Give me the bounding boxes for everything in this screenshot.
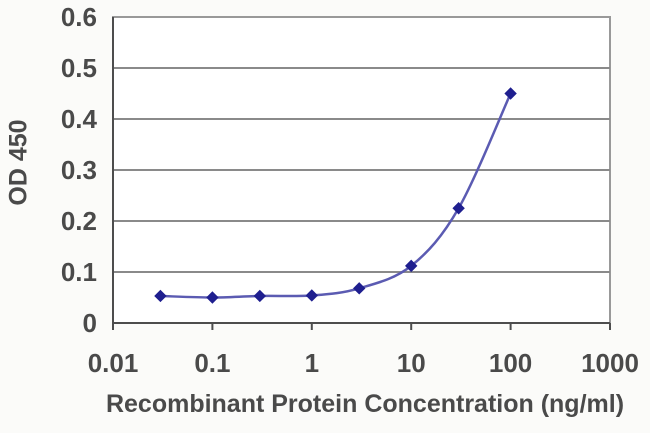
y-axis-label: OD 450 <box>4 119 33 206</box>
y-tick-label: 0.4 <box>61 104 98 134</box>
data-point-marker <box>353 282 366 295</box>
data-point-marker <box>452 202 465 215</box>
x-tick-label: 1 <box>305 348 319 378</box>
data-point-marker <box>253 289 267 303</box>
y-tick-label: 0.3 <box>61 155 97 185</box>
x-tick-label: 0.1 <box>194 348 230 378</box>
x-tick-label: 10 <box>397 348 426 378</box>
data-point-marker <box>305 289 319 302</box>
data-point-marker <box>154 289 167 303</box>
x-tick-label: 100 <box>489 348 532 378</box>
y-tick-label: 0.1 <box>61 257 97 287</box>
x-tick-label: 0.01 <box>88 348 139 378</box>
y-tick-label: 0.5 <box>61 53 97 83</box>
data-point-marker <box>404 259 418 273</box>
x-tick-label: 1000 <box>581 348 639 378</box>
x-axis-label: Recombinant Protein Concentration (ng/ml… <box>105 390 625 418</box>
data-point-marker <box>206 291 219 304</box>
y-tick-label: 0.2 <box>61 206 97 236</box>
y-tick-label: 0 <box>83 308 97 338</box>
data-point-marker <box>504 87 517 100</box>
y-tick-label: 0.6 <box>61 2 97 32</box>
